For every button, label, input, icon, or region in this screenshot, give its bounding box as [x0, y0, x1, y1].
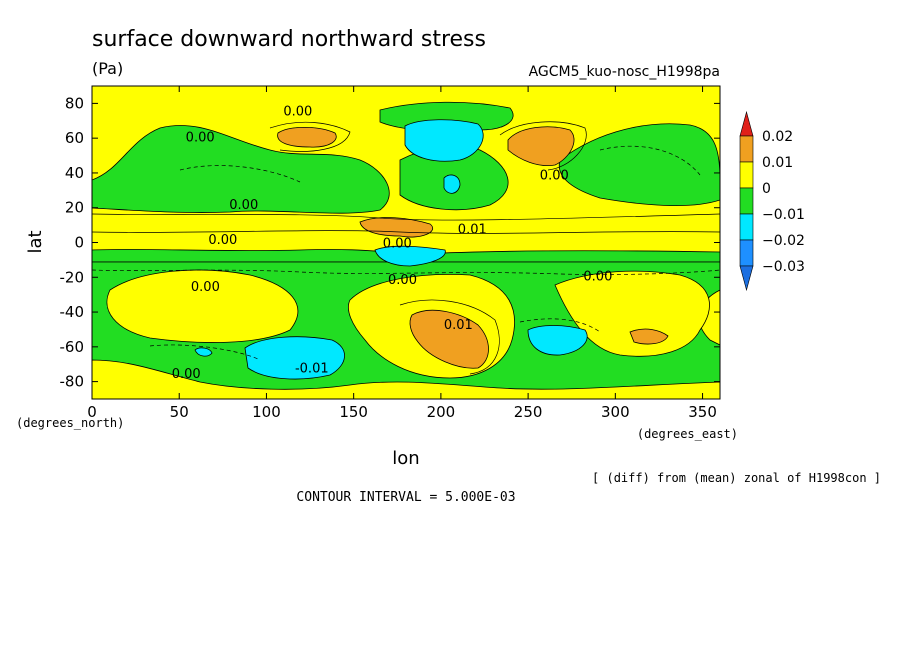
colorbar-level-label: 0.02 [762, 129, 793, 145]
x-axis: 0 50 100 150 200 250 300 350 [87, 86, 717, 421]
x-tick-label: 0 [87, 403, 97, 421]
colorbar-cell [739, 135, 754, 163]
contour-label: 0.00 [540, 169, 569, 184]
contour-labels: 0.00 0.00 0.00 0.00 0.01 0.00 0.00 0.00 0.00 0.01… [172, 104, 613, 382]
region-cyan-nh-small [443, 174, 461, 194]
strong-positive-regions [277, 126, 669, 369]
contour-label: 0.00 [383, 237, 412, 252]
y-tick-label: -60 [60, 338, 85, 356]
region-orange-sh [409, 309, 489, 369]
contour-solid-5 [399, 299, 500, 375]
y-tick-label: 0 [74, 234, 84, 252]
y-tick-label: -40 [60, 303, 85, 321]
contour-solid-2 [92, 230, 720, 234]
contour-solid-4 [499, 121, 587, 171]
y-axis: -80 -60 -40 -20 0 20 40 60 80 [60, 94, 720, 391]
region-cyan-sh-mid [527, 325, 588, 356]
diff-note: [ (diff) from (mean) zonal of H1998con ] [592, 471, 881, 485]
contour-label: 0.00 [186, 130, 215, 145]
colorbar-bottom-arrow [739, 265, 754, 292]
colorbar-top-arrow [739, 110, 754, 137]
region-yellow-sh-south [92, 359, 720, 399]
colorbar-cell [739, 187, 754, 215]
colorbar-level-label: −0.02 [762, 233, 805, 249]
strong-negative-regions [194, 119, 588, 380]
contour-label: 0.00 [388, 273, 417, 288]
units-label: (Pa) [92, 59, 123, 78]
contour-label: 0.00 [283, 104, 312, 119]
x-tick-label: 300 [601, 403, 630, 421]
region-orange-equator [359, 217, 433, 238]
region-orange-nh-west [277, 126, 337, 148]
x-tick-label: 150 [339, 403, 368, 421]
y-tick-label: 40 [65, 164, 84, 182]
contour-label: 0.00 [208, 233, 237, 248]
contour-solid-1 [92, 213, 720, 221]
contour-label: 0.00 [191, 280, 220, 295]
colorbar-level-label: −0.01 [762, 207, 805, 223]
x-tick-label: 100 [252, 403, 281, 421]
run-label: AGCM5_kuo-nosc_H1998pa [529, 64, 720, 80]
contour-dashed-1 [179, 165, 301, 183]
x-tick-label: 50 [170, 403, 189, 421]
region-green-nh-east [558, 123, 720, 207]
y-tick-label: 20 [65, 199, 84, 217]
contour-lines [92, 121, 720, 375]
plot-area [92, 86, 720, 399]
y-tick-label: 60 [65, 129, 84, 147]
contour-label: 0.00 [229, 198, 258, 213]
contour-label: -0.01 [295, 362, 329, 377]
y-axis-label: lat [25, 230, 46, 253]
contour-label: 0.01 [458, 223, 487, 238]
contour-label: 0.01 [444, 318, 473, 333]
y-tick-label: 80 [65, 94, 84, 112]
chart-title: surface downward northward stress [92, 27, 486, 52]
region-cyan-sh-small [194, 347, 213, 357]
x-axis-label: lon [392, 448, 419, 469]
colorbar-level-label: 0 [762, 181, 771, 197]
y-tick-label: -80 [60, 373, 85, 391]
colorbar-cell [739, 213, 754, 241]
colorbar-level-label: −0.03 [762, 259, 805, 275]
x-tick-label: 200 [427, 403, 456, 421]
region-yellow-sh-east [554, 270, 710, 357]
contour-solid-3 [269, 121, 351, 152]
contour-dashed-3 [92, 269, 720, 275]
colorbar-cell [739, 239, 754, 267]
x-unit-label: (degrees_east) [637, 427, 738, 441]
positive-regions-south [92, 269, 720, 399]
y-tick-label: -20 [60, 268, 85, 286]
region-green-nh-west [92, 125, 390, 214]
region-cyan-sh-west [244, 336, 345, 380]
region-cyan-nh-north [404, 119, 484, 162]
colorbar: 0.02 0.01 0 −0.01 −0.02 −0.03 [739, 110, 805, 292]
contour-label: 0.00 [583, 270, 612, 285]
x-tick-label: 350 [688, 403, 717, 421]
colorbar-cell [739, 161, 754, 189]
region-orange-nh-east [507, 126, 575, 167]
contour-interval-note: CONTOUR INTERVAL = 5.000E-03 [296, 490, 515, 505]
contour-dashed-2 [599, 145, 701, 176]
x-tick-label: 250 [514, 403, 543, 421]
colorbar-level-label: 0.01 [762, 155, 793, 171]
region-cyan-equator [374, 245, 446, 267]
y-unit-label: (degrees_north) [16, 416, 124, 430]
region-orange-sh-east [629, 328, 669, 345]
contour-dashed-5 [519, 318, 601, 333]
contour-label: 0.00 [172, 367, 201, 382]
